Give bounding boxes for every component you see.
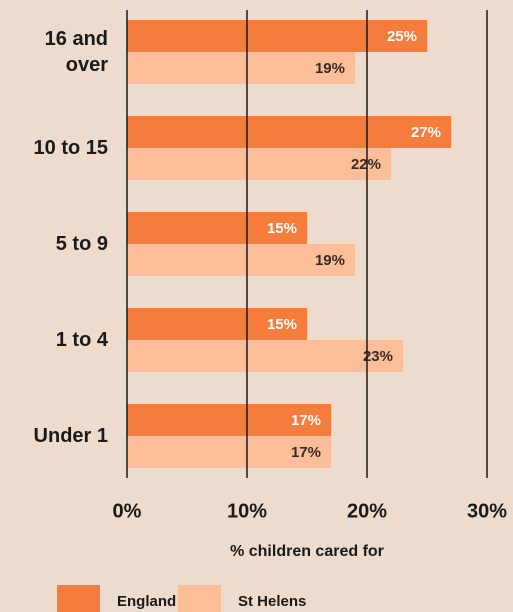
x-tick-label: 20% — [347, 500, 387, 522]
value-label: 22% — [351, 156, 381, 173]
bar — [127, 20, 427, 52]
value-label: 15% — [267, 220, 297, 237]
bar — [127, 244, 355, 276]
value-label: 23% — [363, 348, 393, 365]
x-axis-label: % children cared for — [230, 543, 384, 560]
value-label: 27% — [411, 124, 441, 141]
y-tick-label: 16 and over — [44, 28, 108, 76]
value-label: 17% — [291, 444, 321, 461]
bar — [127, 116, 451, 148]
bar — [127, 52, 355, 84]
value-label: 17% — [291, 412, 321, 429]
legend-swatch — [178, 585, 221, 612]
bar — [127, 148, 391, 180]
legend-label: England — [117, 593, 176, 610]
bar — [127, 212, 307, 244]
x-tick-label: 30% — [467, 500, 507, 522]
legend-label: St Helens — [238, 593, 306, 610]
value-label: 25% — [387, 28, 417, 45]
legend-swatch — [57, 585, 100, 612]
value-label: 19% — [315, 252, 345, 269]
y-tick-label: Under 1 — [33, 425, 108, 447]
y-tick-label: 5 to 9 — [55, 233, 108, 255]
value-label: 15% — [267, 316, 297, 333]
y-tick-label: 1 to 4 — [55, 329, 108, 351]
bar — [127, 404, 331, 436]
bar — [127, 308, 307, 340]
bar — [127, 340, 403, 372]
y-tick-label: 10 to 15 — [33, 137, 108, 159]
bar — [127, 436, 331, 468]
x-tick-label: 10% — [227, 500, 267, 522]
x-tick-label: 0% — [113, 500, 142, 522]
value-label: 19% — [315, 60, 345, 77]
